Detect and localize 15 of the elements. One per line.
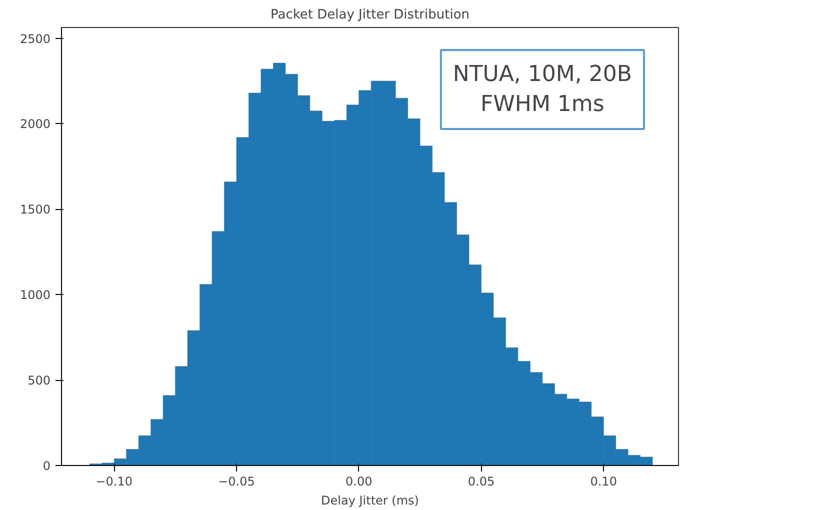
chart-title: Packet Delay Jitter Distribution <box>270 8 470 22</box>
x-tick-label: 0.05 <box>468 474 495 488</box>
y-tick-label: 500 <box>28 374 50 388</box>
x-axis-title: Delay Jitter (ms) <box>321 494 419 508</box>
y-tick-label: 2000 <box>20 117 51 132</box>
x-tick-label: −0.05 <box>218 474 255 488</box>
y-tick-label: 0 <box>42 459 51 473</box>
x-tick-label: 0.00 <box>346 474 372 488</box>
y-tick-label: 1500 <box>20 202 51 217</box>
x-tick-label: 0.10 <box>590 474 617 488</box>
annotation: NTUA, 10M, 20B <box>452 62 632 88</box>
y-tick-label: 1000 <box>20 288 51 302</box>
y-tick-label: 2500 <box>20 32 51 46</box>
x-tick-label: −0.10 <box>96 474 133 488</box>
annotation: FWHM 1ms <box>480 92 604 118</box>
